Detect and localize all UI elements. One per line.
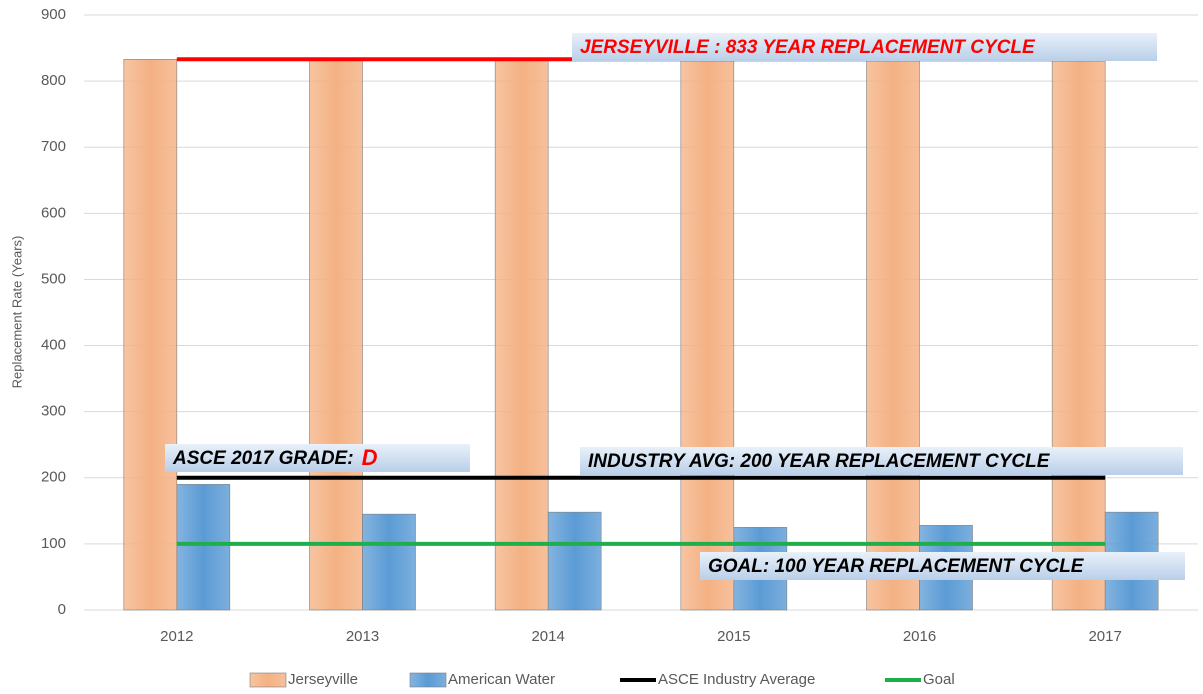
y-tick-label: 200 — [41, 469, 66, 486]
annotation-text: ASCE 2017 GRADE: — [172, 448, 354, 469]
bar — [362, 513, 416, 611]
x-tick-label: 2017 — [1088, 628, 1121, 645]
x-tick-label: 2014 — [531, 628, 564, 645]
bar — [866, 58, 920, 611]
legend-label: ASCE Industry Average — [658, 671, 815, 688]
legend-label: Goal — [923, 671, 955, 688]
legend-swatch — [249, 672, 287, 688]
x-tick-label: 2016 — [903, 628, 936, 645]
y-tick-label: 900 — [41, 6, 66, 23]
bar — [176, 484, 231, 611]
x-tick-label: 2013 — [346, 628, 379, 645]
y-axis-label: Replacement Rate (Years) — [9, 236, 24, 389]
annotation: ASCE 2017 GRADE: D — [172, 445, 378, 470]
y-tick-label: 400 — [41, 337, 66, 354]
annotation-text: GOAL: 100 YEAR REPLACEMENT CYCLE — [708, 556, 1085, 577]
legend-label: Jerseyville — [288, 671, 358, 688]
annotation-text: JERSEYVILLE : 833 YEAR REPLACEMENT CYCLE — [580, 37, 1036, 58]
y-tick-label: 800 — [41, 72, 66, 89]
annotation-box — [580, 447, 1183, 475]
annotation: GOAL: 100 YEAR REPLACEMENT CYCLE — [708, 556, 1085, 577]
y-tick-label: 0 — [58, 601, 66, 618]
annotation-box — [165, 444, 470, 472]
y-tick-label: 600 — [41, 204, 66, 221]
bar — [547, 511, 602, 611]
y-tick-label: 500 — [41, 270, 66, 287]
bar — [1051, 58, 1106, 611]
bar — [680, 58, 735, 611]
annotation-box — [700, 552, 1185, 580]
bar — [123, 58, 178, 611]
y-tick-label: 300 — [41, 403, 66, 420]
x-tick-label: 2012 — [160, 628, 193, 645]
x-tick-label: 2015 — [717, 628, 750, 645]
y-tick-label: 100 — [41, 535, 66, 552]
bar — [494, 58, 549, 611]
legend-label: American Water — [448, 671, 555, 688]
y-tick-label: 700 — [41, 138, 66, 155]
bar — [309, 58, 363, 611]
annotation-highlight: D — [362, 445, 378, 470]
annotation-text: INDUSTRY AVG: 200 YEAR REPLACEMENT CYCLE — [588, 451, 1051, 472]
legend-swatch — [409, 672, 447, 688]
annotation-box — [572, 33, 1157, 61]
annotation: INDUSTRY AVG: 200 YEAR REPLACEMENT CYCLE — [588, 451, 1051, 472]
annotation: JERSEYVILLE : 833 YEAR REPLACEMENT CYCLE — [580, 37, 1036, 58]
